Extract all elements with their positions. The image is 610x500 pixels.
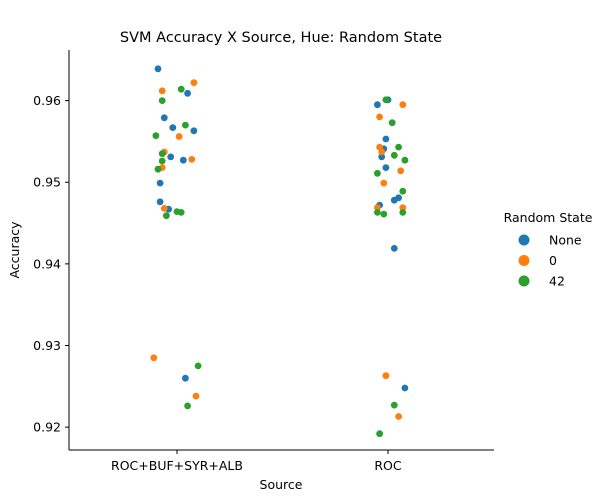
data-point-none — [374, 101, 381, 109]
data-point-42 — [152, 132, 160, 140]
data-point-42 — [374, 169, 381, 177]
data-point-42 — [382, 96, 390, 104]
data-point-none — [390, 196, 398, 204]
data-point-none — [382, 164, 390, 172]
legend-title: Random State — [504, 210, 593, 225]
data-point-0 — [374, 204, 381, 212]
y-tick-label: 0.92 — [33, 420, 61, 435]
data-point-none — [378, 153, 386, 161]
data-point-none — [184, 89, 192, 97]
y-tick-label: 0.94 — [33, 256, 61, 271]
data-point-42 — [388, 119, 396, 127]
data-point-none — [154, 65, 162, 73]
data-point-none — [167, 153, 175, 161]
data-point-none — [179, 156, 187, 164]
data-point-42 — [163, 212, 170, 220]
data-point-42 — [374, 209, 381, 216]
legend-label-none: None — [549, 233, 582, 248]
y-tick-label: 0.96 — [33, 93, 61, 108]
legend-marker-42 — [518, 275, 530, 287]
data-point-42 — [376, 430, 383, 438]
data-point-42 — [177, 209, 185, 216]
data-point-0 — [380, 179, 388, 187]
data-point-0 — [376, 113, 383, 121]
data-point-42 — [158, 97, 166, 104]
legend-label-0: 0 — [549, 253, 557, 268]
data-point-42 — [182, 121, 189, 129]
legend-marker-none — [518, 234, 530, 246]
y-axis-ticks: 0.92 0.93 0.94 0.95 0.96 — [33, 93, 69, 435]
data-point-42 — [380, 210, 388, 218]
data-point-42 — [158, 157, 166, 165]
data-point-0 — [188, 156, 196, 163]
data-point-42 — [399, 187, 407, 195]
data-point-none — [156, 198, 164, 206]
x-tick-label: ROC — [374, 458, 402, 473]
chart-title: SVM Accuracy X Source, Hue: Random State — [120, 30, 442, 46]
y-axis-label: Accuracy — [7, 221, 22, 279]
data-point-42 — [395, 143, 402, 151]
data-point-42 — [194, 362, 202, 370]
data-point-none — [190, 127, 198, 135]
data-point-0 — [378, 148, 386, 156]
data-point-42 — [401, 156, 409, 164]
data-point-42 — [390, 151, 398, 159]
data-point-none — [390, 245, 398, 252]
data-point-none — [401, 384, 409, 392]
data-point-0 — [190, 79, 198, 87]
data-point-0 — [160, 205, 168, 212]
data-point-42 — [177, 85, 185, 93]
data-point-0 — [399, 204, 407, 212]
data-points — [150, 65, 409, 438]
data-point-42 — [184, 402, 192, 410]
data-point-42 — [390, 401, 398, 409]
data-point-none — [382, 135, 390, 143]
data-point-42 — [399, 209, 407, 216]
x-axis-ticks: ROC+BUF+SYR+ALB ROC — [111, 450, 402, 473]
data-point-42 — [158, 150, 166, 158]
data-point-0 — [192, 392, 200, 400]
y-tick-label: 0.93 — [33, 338, 61, 353]
x-tick-label: ROC+BUF+SYR+ALB — [111, 458, 243, 473]
data-point-none — [182, 374, 189, 382]
data-point-none — [169, 124, 177, 131]
data-point-0 — [158, 87, 166, 95]
data-point-0 — [399, 101, 407, 109]
data-point-none — [156, 179, 164, 187]
data-point-0 — [395, 413, 402, 420]
data-point-none — [160, 114, 168, 122]
y-tick-label: 0.95 — [33, 175, 61, 190]
data-point-0 — [175, 133, 183, 140]
data-point-0 — [150, 354, 158, 362]
legend: Random State None 0 42 — [504, 210, 593, 289]
legend-label-42: 42 — [549, 274, 565, 289]
legend-marker-0 — [518, 255, 530, 266]
data-point-0 — [382, 372, 390, 380]
x-axis-label: Source — [260, 477, 303, 492]
data-point-0 — [397, 167, 405, 175]
data-point-42 — [154, 165, 162, 173]
